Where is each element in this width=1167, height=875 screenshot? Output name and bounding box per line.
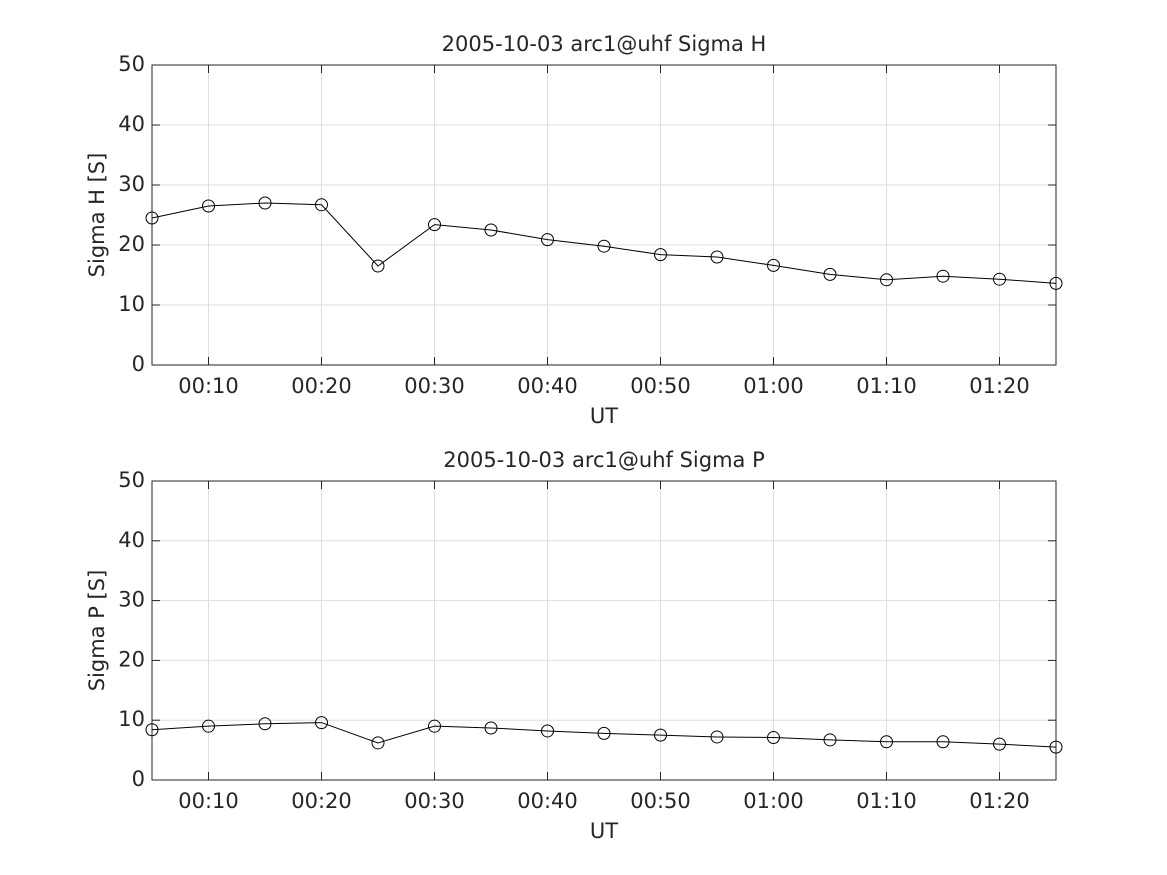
data-point <box>315 716 328 730</box>
x-tick-label: 00:30 <box>404 374 465 398</box>
data-point <box>654 248 667 262</box>
data-point <box>767 731 780 745</box>
data-point <box>202 199 215 213</box>
data-point <box>484 721 498 735</box>
data-point <box>936 269 950 283</box>
x-tick-label: 00:10 <box>178 789 239 813</box>
data-point <box>880 735 893 749</box>
data-point <box>993 272 1006 286</box>
data-point <box>993 737 1006 751</box>
data-point <box>371 736 385 750</box>
data-point <box>258 196 272 210</box>
y-tick-label: 0 <box>132 352 145 376</box>
y-tick-label: 20 <box>118 232 145 256</box>
y-tick-label: 10 <box>118 292 145 316</box>
y-tick-label: 30 <box>118 588 145 612</box>
data-point <box>428 719 441 733</box>
data-point <box>597 726 611 740</box>
data-point <box>597 239 611 253</box>
data-point <box>484 223 498 237</box>
data-point <box>315 198 328 212</box>
x-tick-label: 01:10 <box>856 789 917 813</box>
x-axis-label: UT <box>590 819 618 843</box>
data-point <box>880 273 893 287</box>
y-tick-label: 10 <box>118 707 145 731</box>
x-axis-label: UT <box>590 404 618 428</box>
y-tick-label: 0 <box>132 767 145 791</box>
data-point <box>823 267 837 281</box>
data-point <box>428 218 441 232</box>
x-tick-label: 00:50 <box>630 789 691 813</box>
x-tick-label: 00:10 <box>178 374 239 398</box>
data-point <box>823 733 837 747</box>
x-tick-label: 00:20 <box>291 374 352 398</box>
data-point <box>541 724 554 738</box>
y-tick-label: 50 <box>118 52 145 76</box>
data-point <box>1049 276 1063 290</box>
x-tick-label: 01:10 <box>856 374 917 398</box>
x-tick-label: 01:00 <box>743 374 804 398</box>
x-tick-label: 00:50 <box>630 374 691 398</box>
y-tick-label: 40 <box>118 528 145 552</box>
x-tick-label: 01:20 <box>969 374 1030 398</box>
data-line <box>151 202 1057 284</box>
y-axis-label: Sigma H [S] <box>85 153 109 278</box>
plot-frame <box>151 480 1057 781</box>
chart-title: 2005-10-03 arc1@uhf Sigma P <box>443 448 765 472</box>
data-point <box>258 717 272 731</box>
data-point <box>654 728 667 742</box>
y-tick-label: 40 <box>118 112 145 136</box>
data-point <box>710 250 724 264</box>
data-point <box>371 259 385 273</box>
x-tick-label: 00:40 <box>517 789 578 813</box>
data-line <box>151 722 1057 748</box>
data-point <box>710 730 724 744</box>
data-point <box>936 735 950 749</box>
y-axis-label: Sigma P [S] <box>85 570 109 692</box>
data-point <box>541 233 554 247</box>
data-point <box>202 719 215 733</box>
x-tick-label: 01:20 <box>969 789 1030 813</box>
plot-frame <box>151 64 1057 366</box>
data-point <box>145 723 159 737</box>
data-point <box>1049 740 1063 754</box>
x-tick-label: 00:30 <box>404 789 465 813</box>
y-tick-label: 50 <box>118 468 145 492</box>
data-point <box>767 258 780 272</box>
y-tick-label: 20 <box>118 647 145 671</box>
y-tick-label: 30 <box>118 172 145 196</box>
x-tick-label: 00:20 <box>291 789 352 813</box>
data-point <box>145 211 159 225</box>
chart-title: 2005-10-03 arc1@uhf Sigma H <box>442 32 767 56</box>
x-tick-label: 00:40 <box>517 374 578 398</box>
x-tick-label: 01:00 <box>743 789 804 813</box>
